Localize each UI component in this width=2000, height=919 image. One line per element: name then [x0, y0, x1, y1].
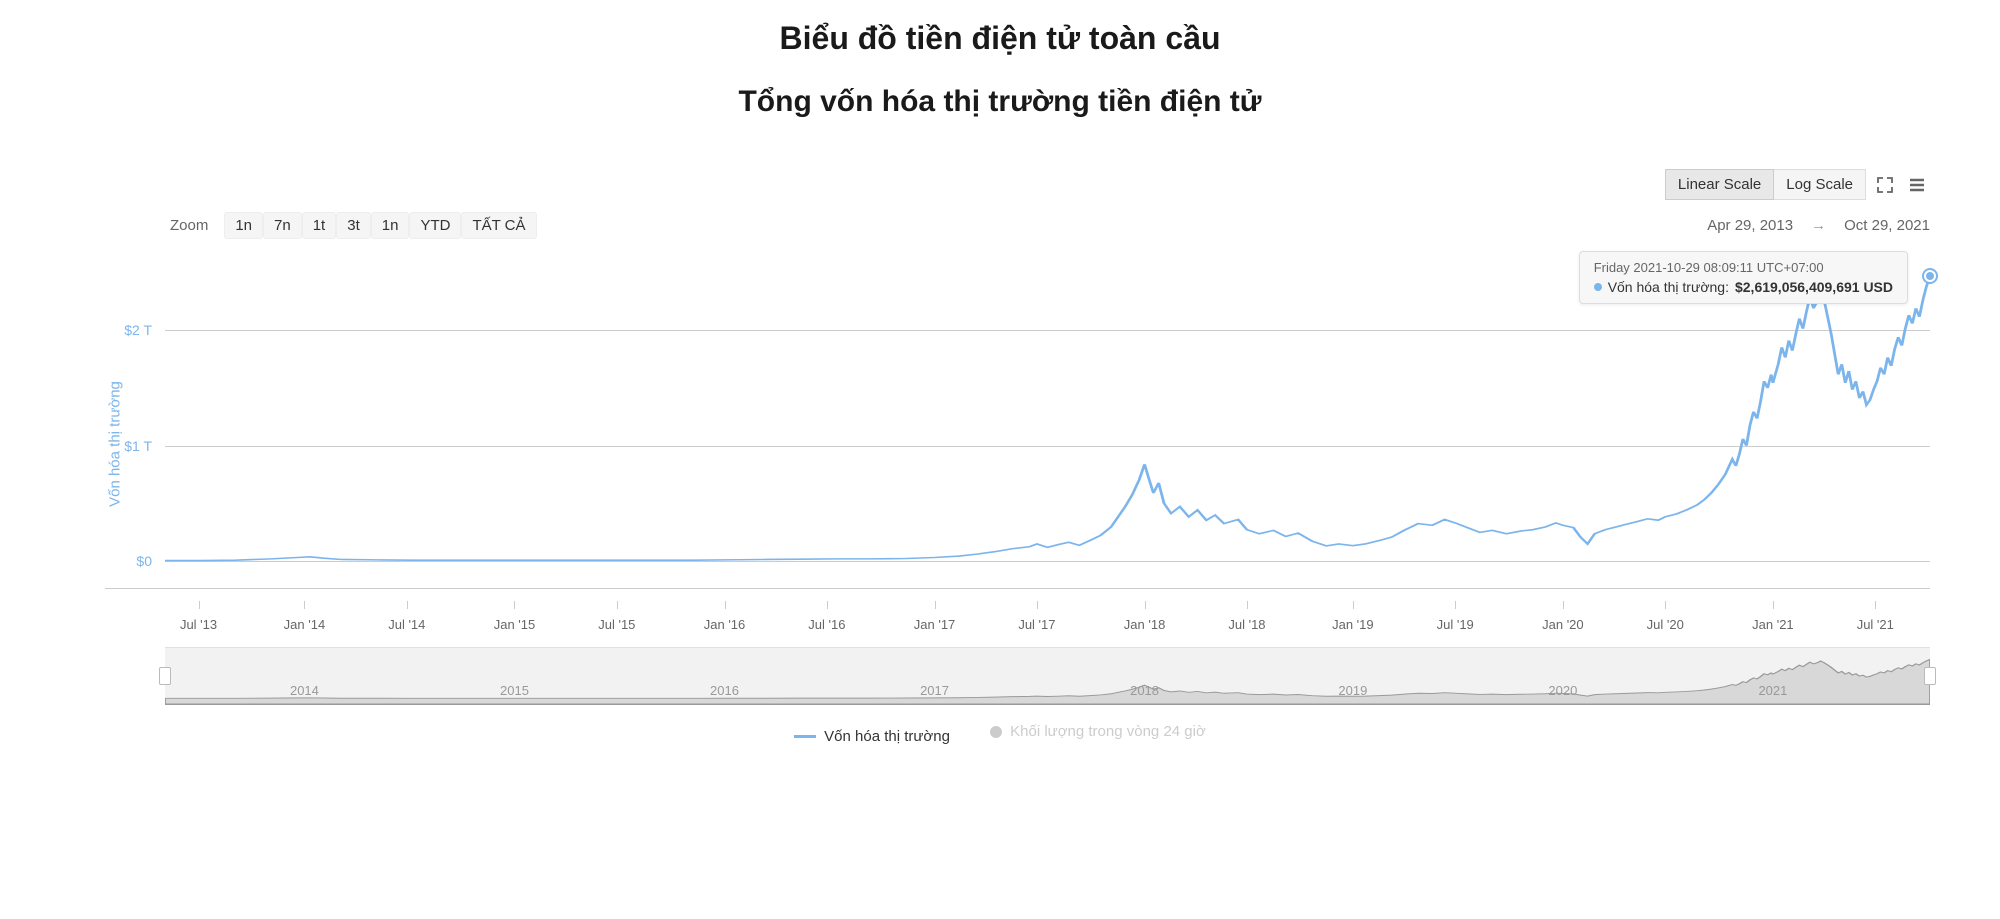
x-tick: Jul '13 — [180, 617, 217, 632]
x-axis: Jul '13 Jan '14 Jul '14 Jan '15 Jul '15 Jan '… — [165, 589, 1930, 639]
x-tick: Jul '18 — [1228, 617, 1265, 632]
date-range: Apr 29, 2013 → Oct 29, 2021 — [1707, 217, 1930, 234]
x-tick: Jan '21 — [1752, 617, 1794, 632]
date-from[interactable]: Apr 29, 2013 — [1707, 217, 1793, 234]
legend-dot-icon — [990, 726, 1002, 738]
x-tick: Jul '19 — [1437, 617, 1474, 632]
date-to[interactable]: Oct 29, 2021 — [1844, 217, 1930, 234]
x-tick: Jul '14 — [388, 617, 425, 632]
page-title: Biểu đồ tiền điện tử toàn cầu — [40, 20, 1960, 57]
x-tick: Jul '15 — [598, 617, 635, 632]
marketcap-line — [165, 276, 1930, 560]
scale-toolbar: Linear Scale Log Scale — [40, 169, 1960, 200]
tooltip-value: $2,619,056,409,691 USD — [1735, 279, 1893, 295]
navigator-series — [165, 659, 1930, 704]
legend: Vốn hóa thị trường Khối lượng trong vòng… — [40, 705, 1960, 749]
series-end-marker — [1924, 270, 1936, 282]
zoom-label: Zoom — [170, 217, 208, 234]
legend-off-label: Khối lượng trong vòng 24 giờ — [1010, 723, 1206, 740]
zoom-button-1n[interactable]: 1n — [371, 212, 410, 239]
y-tick: $0 — [136, 553, 152, 569]
zoom-button-ytd[interactable]: YTD — [409, 212, 461, 239]
y-tick: $2 T — [124, 322, 152, 338]
navigator-year: 2019 — [1338, 683, 1367, 698]
menu-icon[interactable] — [1904, 172, 1930, 198]
legend-item-off[interactable]: Khối lượng trong vòng 24 giờ — [990, 723, 1206, 740]
zoom-button-tất cả[interactable]: TẤT CẢ — [461, 212, 536, 239]
x-tick: Jul '21 — [1857, 617, 1894, 632]
legend-item-on[interactable]: Vốn hóa thị trường — [794, 728, 950, 745]
navigator-handle-left[interactable] — [159, 667, 171, 685]
legend-line-icon — [794, 735, 816, 738]
navigator-year: 2017 — [920, 683, 949, 698]
tooltip-dot-icon — [1594, 283, 1602, 291]
x-tick: Jan '20 — [1542, 617, 1584, 632]
zoom-button-3t[interactable]: 3t — [336, 212, 371, 239]
linear-scale-button[interactable]: Linear Scale — [1665, 169, 1774, 200]
navigator-year: 2014 — [290, 683, 319, 698]
x-tick: Jan '15 — [494, 617, 536, 632]
chart-area[interactable]: $0 $1 T $2 T Friday 2021-10-29 08:09:11 UT… — [105, 249, 1930, 589]
navigator-year: 2020 — [1548, 683, 1577, 698]
navigator-year: 2021 — [1758, 683, 1787, 698]
x-tick: Jan '19 — [1332, 617, 1374, 632]
navigator-year: 2018 — [1130, 683, 1159, 698]
zoom-controls: Zoom 1n7n1t3t1nYTDTẤT CẢ — [170, 212, 537, 239]
tooltip: Friday 2021-10-29 08:09:11 UTC+07:00 Vốn… — [1579, 251, 1908, 304]
zoom-button-7n[interactable]: 7n — [263, 212, 302, 239]
x-tick: Jan '18 — [1124, 617, 1166, 632]
tooltip-timestamp: Friday 2021-10-29 08:09:11 UTC+07:00 — [1594, 260, 1893, 275]
navigator-year: 2016 — [710, 683, 739, 698]
log-scale-button[interactable]: Log Scale — [1774, 169, 1866, 200]
x-tick: Jul '20 — [1647, 617, 1684, 632]
fullscreen-icon[interactable] — [1872, 172, 1898, 198]
navigator[interactable]: 2014 2015 2016 2017 2018 2019 2020 2021 — [165, 647, 1930, 705]
y-tick: $1 T — [124, 438, 152, 454]
arrow-icon: → — [1811, 217, 1826, 234]
chart-title: Tổng vốn hóa thị trường tiền điện tử — [40, 85, 1960, 119]
x-tick: Jan '17 — [914, 617, 956, 632]
x-tick: Jan '16 — [704, 617, 746, 632]
zoom-button-1n[interactable]: 1n — [224, 212, 263, 239]
x-tick: Jan '14 — [284, 617, 326, 632]
navigator-year: 2015 — [500, 683, 529, 698]
tooltip-label: Vốn hóa thị trường: — [1608, 279, 1729, 295]
legend-on-label: Vốn hóa thị trường — [824, 728, 950, 745]
zoom-button-1t[interactable]: 1t — [302, 212, 337, 239]
x-tick: Jul '17 — [1018, 617, 1055, 632]
navigator-handle-right[interactable] — [1924, 667, 1936, 685]
x-tick: Jul '16 — [808, 617, 845, 632]
